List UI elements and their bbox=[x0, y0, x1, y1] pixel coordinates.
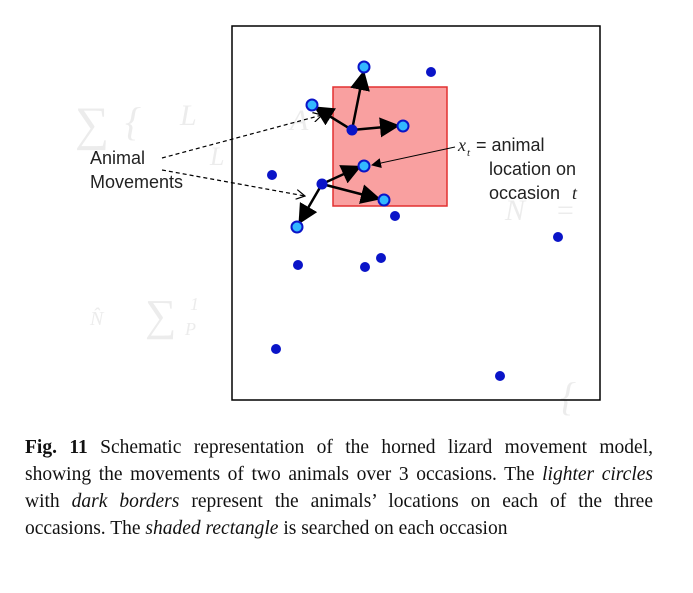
animal-point bbox=[495, 371, 505, 381]
figure-diagram: ∑ { L L A N̂ ∑ 1 P N = { bbox=[75, 25, 601, 419]
svg-text:N̂: N̂ bbox=[89, 307, 105, 330]
caption-italic-term: shaded rectangle bbox=[145, 518, 279, 539]
animal-point bbox=[360, 262, 370, 272]
occasion-location-point bbox=[357, 159, 371, 173]
animal-point bbox=[271, 344, 281, 354]
occasion-location-point bbox=[377, 193, 391, 207]
location-label-subscript: t bbox=[467, 147, 471, 159]
caption-text: is searched on each occasion bbox=[278, 518, 508, 539]
occasion-locations bbox=[290, 60, 410, 234]
animal-point bbox=[426, 67, 436, 77]
caption-italic-term: dark borders bbox=[71, 491, 180, 512]
animal-1-movements bbox=[313, 70, 400, 138]
movement-arrow bbox=[298, 183, 324, 225]
movement-arrow bbox=[321, 165, 362, 186]
svg-text:{: { bbox=[125, 99, 141, 144]
occasion-location-point bbox=[357, 60, 371, 74]
location-label-symbol: x bbox=[457, 135, 466, 155]
svg-text:1: 1 bbox=[190, 294, 199, 314]
movement-arrow bbox=[313, 106, 353, 132]
animal-point bbox=[267, 170, 277, 180]
animal-2-start-point bbox=[316, 178, 328, 190]
svg-text:P: P bbox=[184, 319, 196, 339]
animal-point bbox=[390, 211, 400, 221]
svg-text:∑: ∑ bbox=[75, 98, 109, 151]
animal-point bbox=[293, 260, 303, 270]
location-label-line1: = animal bbox=[476, 135, 545, 155]
svg-text:L: L bbox=[179, 99, 197, 132]
occasion-location-point bbox=[290, 220, 304, 234]
svg-text:L: L bbox=[209, 142, 224, 171]
figure-caption: Fig. 11 Schematic representation of the … bbox=[25, 434, 653, 542]
search-area-rectangle bbox=[332, 86, 448, 207]
animal-1-start-point bbox=[346, 124, 358, 136]
location-leader-line bbox=[371, 146, 456, 168]
movement-arrow bbox=[321, 182, 381, 204]
caption-text: with bbox=[25, 491, 72, 512]
caption-text: Schematic representation of the horned l… bbox=[25, 437, 653, 485]
plot-frame bbox=[231, 25, 601, 401]
occasion-location-point bbox=[305, 98, 319, 112]
caption-label: Fig. 11 bbox=[25, 437, 88, 458]
svg-text:N: N bbox=[504, 194, 527, 227]
animal-movements-label-line1: Animal bbox=[90, 148, 145, 168]
animal-movements-label-line2: Movements bbox=[90, 172, 183, 192]
occasion-location-point bbox=[396, 119, 410, 133]
movement-arrow bbox=[350, 70, 370, 131]
animal-point bbox=[376, 253, 386, 263]
svg-text:∑: ∑ bbox=[145, 291, 176, 340]
location-label-var: t bbox=[572, 183, 578, 203]
svg-text:=: = bbox=[555, 194, 575, 227]
background-watermark: ∑ { L L A N̂ ∑ 1 P N = { bbox=[75, 98, 576, 419]
location-label-line2: location on bbox=[489, 159, 576, 179]
movement-arrow bbox=[351, 117, 400, 138]
caption-italic-term: lighter circles bbox=[542, 464, 653, 485]
dashed-leader-line-lower bbox=[161, 169, 305, 196]
location-label-line3: occasion bbox=[489, 183, 560, 203]
other-animal-points bbox=[267, 67, 563, 381]
animal-point bbox=[553, 232, 563, 242]
svg-text:{: { bbox=[560, 374, 576, 419]
svg-text:A: A bbox=[288, 104, 309, 137]
caption-text: represent the animals’ locations on each… bbox=[25, 491, 653, 539]
animal-2-movements bbox=[298, 165, 381, 225]
